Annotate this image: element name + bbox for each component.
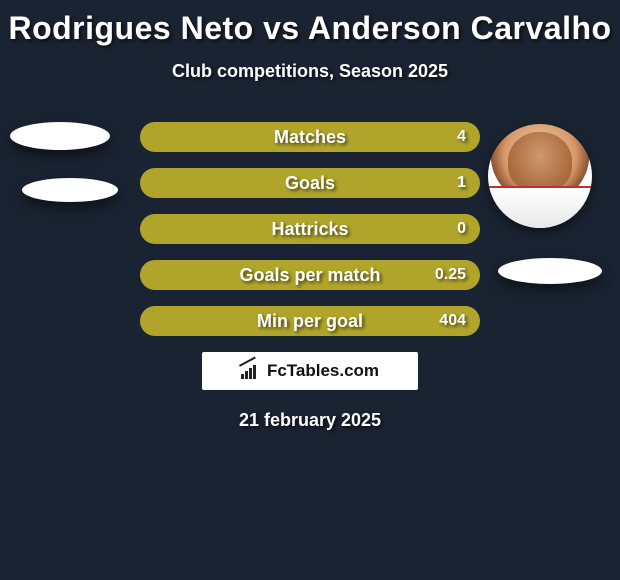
stat-row: Matches 4 [0, 122, 620, 152]
fctables-logo[interactable]: FcTables.com [202, 352, 418, 390]
stat-bar: Goals 1 [140, 168, 480, 198]
stat-bar-inner: Goals 1 [140, 168, 480, 198]
stat-bar: Min per goal 404 [140, 306, 480, 336]
logo-text: FcTables.com [267, 361, 379, 381]
stat-label: Goals [140, 173, 480, 194]
stat-bar-inner: Min per goal 404 [140, 306, 480, 336]
stat-label: Goals per match [140, 265, 480, 286]
stat-bar: Hattricks 0 [140, 214, 480, 244]
date-label: 21 february 2025 [0, 410, 620, 431]
stat-right-value: 4 [457, 128, 466, 146]
stat-bar: Matches 4 [140, 122, 480, 152]
stat-label: Hattricks [140, 219, 480, 240]
bar-chart-icon [241, 363, 261, 379]
subtitle: Club competitions, Season 2025 [0, 61, 620, 82]
stat-bar-inner: Goals per match 0.25 [140, 260, 480, 290]
stat-right-value: 0.25 [435, 266, 466, 284]
stat-bar-inner: Hattricks 0 [140, 214, 480, 244]
stat-row: Min per goal 404 [0, 306, 620, 336]
stat-label: Min per goal [140, 311, 480, 332]
stat-row: Goals 1 [0, 168, 620, 198]
stat-right-value: 404 [439, 312, 466, 330]
stat-right-value: 0 [457, 220, 466, 238]
stat-right-value: 1 [457, 174, 466, 192]
stat-row: Hattricks 0 [0, 214, 620, 244]
page-title: Rodrigues Neto vs Anderson Carvalho [0, 0, 620, 47]
stat-bar: Goals per match 0.25 [140, 260, 480, 290]
stat-bar-inner: Matches 4 [140, 122, 480, 152]
stat-label: Matches [140, 127, 480, 148]
stat-row: Goals per match 0.25 [0, 260, 620, 290]
